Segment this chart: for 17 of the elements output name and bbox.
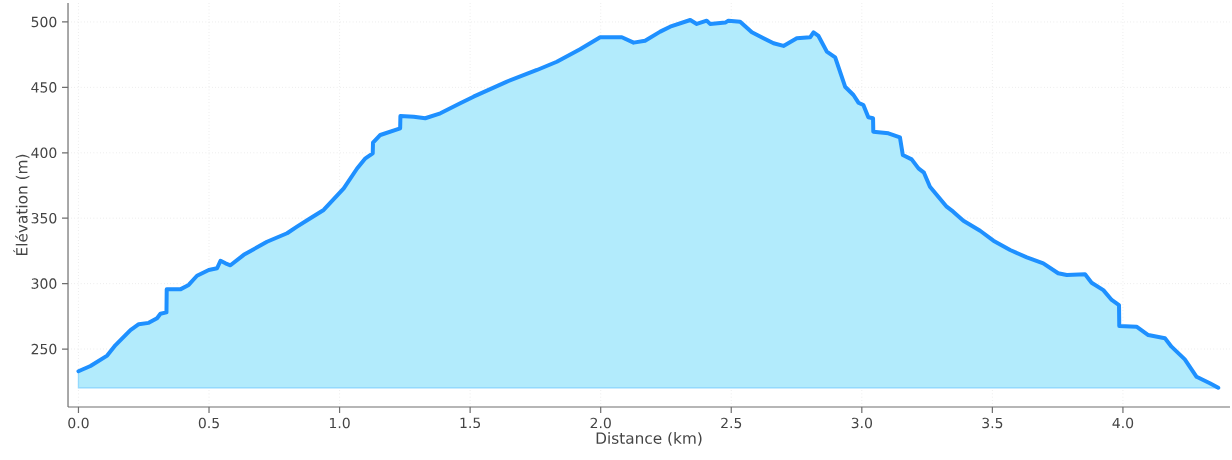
x-tick-label: 3.0 (851, 417, 872, 429)
x-tick-label: 2.0 (590, 417, 611, 429)
x-axis-title: Distance (km) (596, 432, 702, 446)
x-tick-label: 0.0 (68, 417, 89, 429)
y-tick-label: 450 (31, 82, 57, 93)
y-tick-label: 300 (31, 278, 57, 289)
x-tick-label: 3.5 (982, 417, 1003, 429)
y-tick-label: 400 (31, 147, 57, 159)
x-tick-label: 1.0 (329, 417, 350, 429)
y-tick-label: 350 (31, 212, 57, 224)
y-axis-title: Élévation (m) (13, 154, 30, 255)
x-tick-label: 0.5 (198, 417, 219, 429)
x-tick-label: 1.5 (460, 417, 481, 429)
x-tick-label: 4.0 (1112, 417, 1134, 429)
x-tick-label: 2.5 (721, 417, 742, 429)
y-tick-label: 500 (31, 16, 57, 28)
y-tick-label: 250 (31, 343, 57, 355)
